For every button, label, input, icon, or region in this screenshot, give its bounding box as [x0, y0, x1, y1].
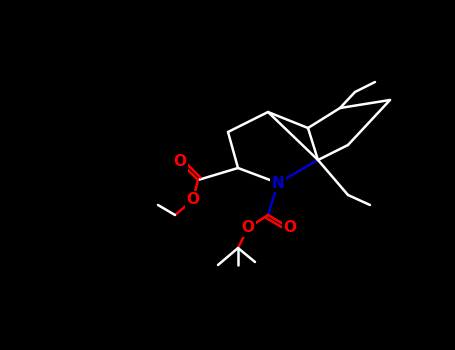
- Text: O: O: [242, 220, 254, 236]
- Text: O: O: [187, 193, 199, 208]
- Text: O: O: [173, 154, 187, 169]
- Text: N: N: [272, 175, 284, 190]
- Text: O: O: [283, 220, 297, 236]
